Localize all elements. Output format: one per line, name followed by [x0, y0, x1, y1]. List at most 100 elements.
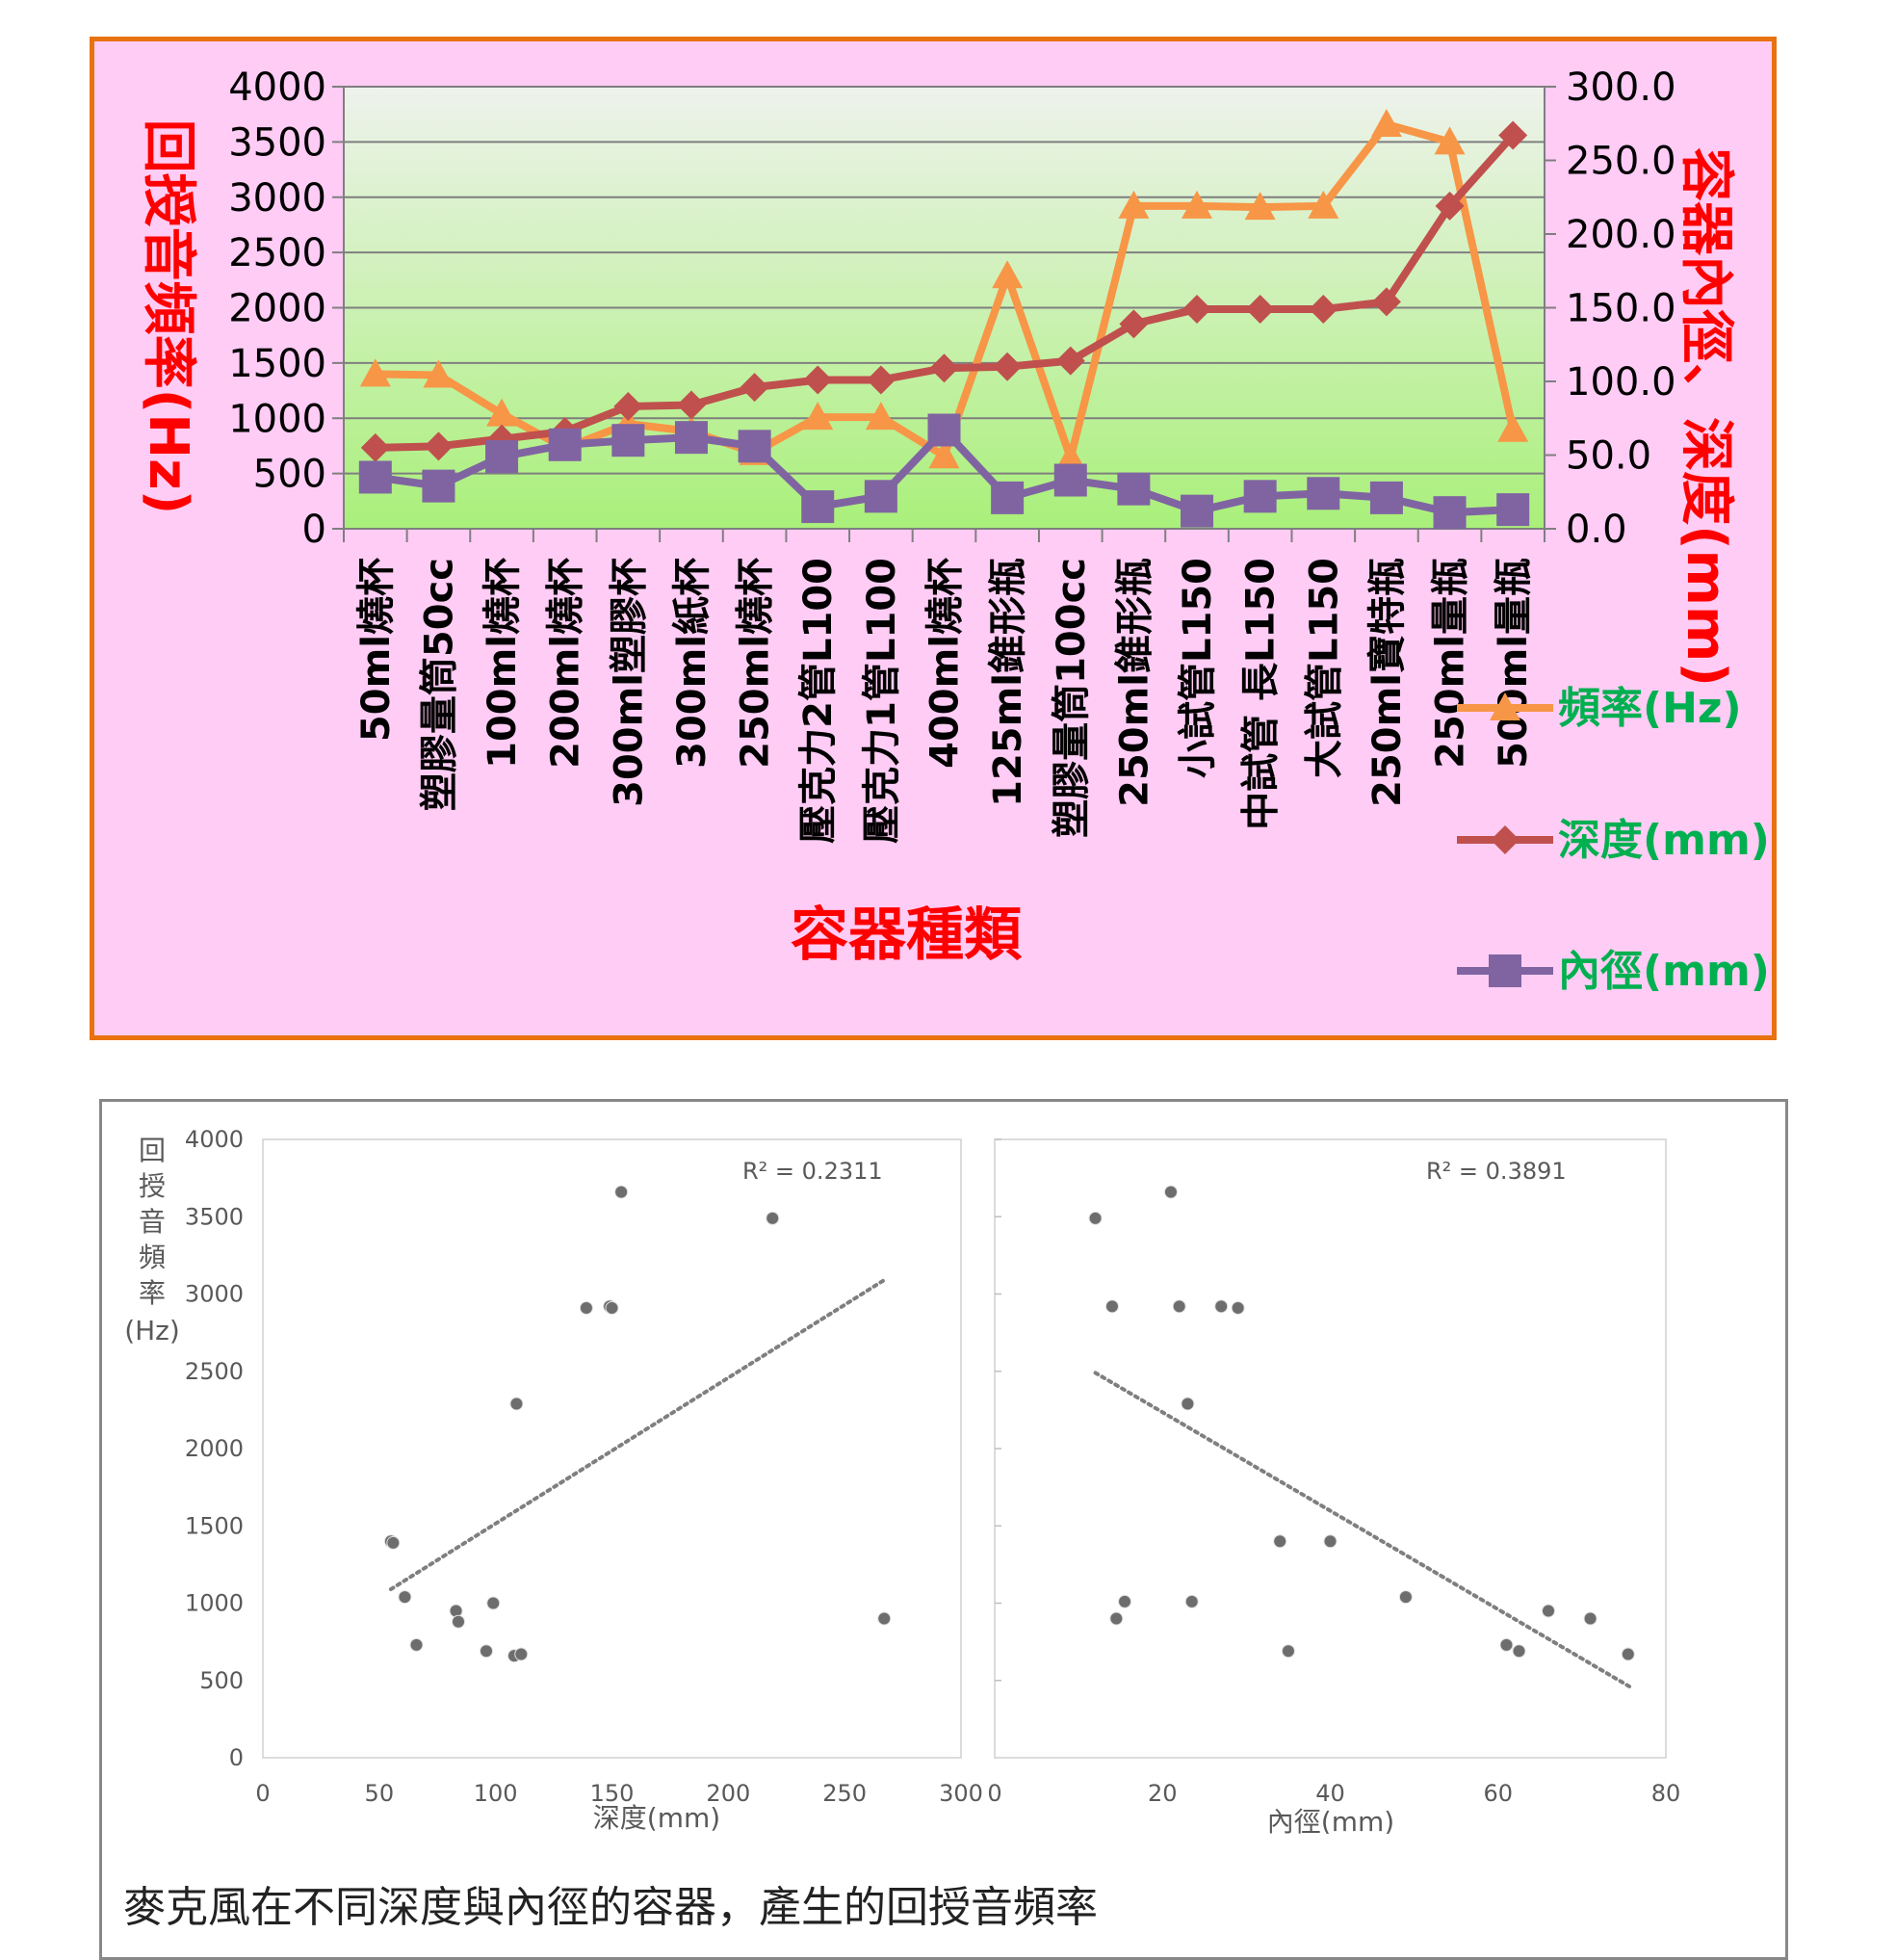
data-point — [1163, 1185, 1178, 1199]
y-tick-label: 0 — [229, 1744, 244, 1771]
x-axis-title-depth: 深度(mm) — [593, 1802, 720, 1834]
x-tick-label: 200 — [706, 1780, 750, 1807]
data-point — [486, 1596, 501, 1610]
triangle-marker — [1434, 126, 1466, 155]
x-axis-title-diameter: 內徑(mm) — [1267, 1806, 1394, 1834]
data-point — [1621, 1647, 1635, 1661]
square-marker — [548, 428, 582, 461]
x-category-label: 125ml錐形瓶 — [986, 558, 1030, 807]
square-marker — [927, 413, 961, 447]
x-tick-label: 50 — [365, 1780, 395, 1807]
r-squared-diameter: R² = 0.3891 — [1426, 1158, 1567, 1185]
x-tick-label: 300 — [939, 1780, 983, 1807]
y-tick-label: 2000 — [185, 1435, 244, 1462]
legend-label: 內徑(mm) — [1558, 947, 1770, 996]
triangle-marker — [928, 440, 960, 469]
x-category-label: 100ml燒杯 — [480, 558, 525, 769]
triangle-marker — [1370, 109, 1402, 138]
square-marker — [1181, 494, 1214, 528]
triangle-marker — [1182, 190, 1213, 219]
data-point — [1109, 1611, 1124, 1626]
y-tick-label: 2500 — [228, 231, 326, 275]
x-category-label: 250ml量瓶 — [1429, 558, 1473, 769]
y-tick-label: 3500 — [228, 120, 326, 165]
data-point — [766, 1211, 780, 1225]
x-category-label: 300ml紙杯 — [670, 558, 714, 769]
y2-tick-label: 300.0 — [1566, 65, 1676, 110]
x-tick-label: 20 — [1148, 1780, 1178, 1807]
diamond-marker — [929, 353, 959, 383]
square-marker — [738, 430, 771, 463]
square-marker — [1243, 480, 1277, 513]
x-tick-label: 0 — [987, 1780, 1001, 1807]
square-marker — [674, 421, 708, 455]
diamond-marker — [1371, 287, 1401, 317]
triangle-marker — [1490, 693, 1520, 720]
x-category-label: 250ml燒杯 — [734, 558, 778, 769]
square-marker — [611, 424, 645, 457]
x-category-label: 小試管L150 — [1176, 558, 1220, 778]
x-category-label: 塑膠量筒100cc — [1050, 558, 1094, 838]
diamond-marker — [866, 365, 896, 395]
legend-label: 深度(mm) — [1558, 816, 1770, 865]
y-tick-label: 4000 — [228, 65, 326, 110]
data-point — [1281, 1644, 1295, 1659]
data-point — [398, 1590, 412, 1605]
x-category-label: 250ml錐形瓶 — [1112, 558, 1156, 807]
data-point — [1512, 1644, 1526, 1659]
data-point — [1181, 1397, 1195, 1411]
x-category-label: 300ml塑膠杯 — [607, 558, 651, 807]
trendline — [388, 1278, 887, 1592]
r-squared-depth: R² = 0.2311 — [742, 1158, 883, 1185]
y-axis-title: 回授音頻率(Hz) — [137, 119, 199, 515]
y-tick-label: 500 — [253, 453, 326, 497]
line-chart-panel: 0 500 1000 1500 2000 2500 3000 3500 4000 0.0 50.0… — [90, 37, 1777, 1040]
square-marker — [1496, 493, 1530, 527]
x-category-label: 中試管 長L150 — [1239, 558, 1284, 830]
square-marker — [1489, 954, 1521, 987]
diamond-marker — [803, 365, 833, 395]
data-point — [452, 1614, 465, 1629]
data-point — [1118, 1594, 1132, 1608]
data-point — [1273, 1534, 1287, 1549]
y2-tick-label: 50.0 — [1566, 434, 1651, 479]
diamond-marker — [1119, 309, 1149, 339]
y-tick-label: 0 — [302, 508, 326, 552]
square-marker — [801, 490, 835, 524]
square-marker — [1433, 496, 1467, 530]
diamond-marker — [1309, 295, 1338, 325]
trendline — [1093, 1371, 1635, 1690]
triangle-marker — [1244, 192, 1276, 221]
data-point — [579, 1300, 593, 1315]
data-point — [386, 1535, 401, 1550]
y-tick-label: 1000 — [185, 1590, 244, 1617]
diamond-marker — [1055, 346, 1085, 376]
square-marker — [358, 460, 392, 494]
x-category-label: 250ml寶特瓶 — [1365, 558, 1410, 807]
data-point — [605, 1300, 619, 1315]
y2-axis-title: 容器內徑、深度(mm) — [1675, 147, 1737, 687]
diamond-marker — [360, 432, 390, 462]
diamond-marker — [613, 392, 643, 422]
figure-caption: 麥克風在不同深度與內徑的容器，產生的回授音頻率 — [123, 1883, 1098, 1932]
x-tick-label: 250 — [822, 1780, 867, 1807]
x-category-label: 大試管L150 — [1302, 558, 1346, 778]
data-point — [509, 1397, 524, 1411]
square-marker — [422, 469, 455, 503]
x-tick-label: 100 — [474, 1780, 518, 1807]
data-point — [1184, 1594, 1199, 1608]
y-tick-label: 2500 — [185, 1358, 244, 1385]
triangle-marker — [486, 398, 518, 427]
data-point — [614, 1185, 629, 1199]
triangle-marker — [423, 359, 455, 388]
data-point — [1583, 1611, 1597, 1626]
data-point — [1172, 1299, 1186, 1314]
data-point — [1323, 1534, 1338, 1549]
diamond-marker — [424, 431, 454, 461]
data-point — [514, 1647, 529, 1661]
y-tick-label: 1500 — [228, 342, 326, 386]
diamond-marker — [1245, 295, 1275, 325]
square-marker — [485, 440, 519, 474]
data-point — [480, 1644, 493, 1659]
